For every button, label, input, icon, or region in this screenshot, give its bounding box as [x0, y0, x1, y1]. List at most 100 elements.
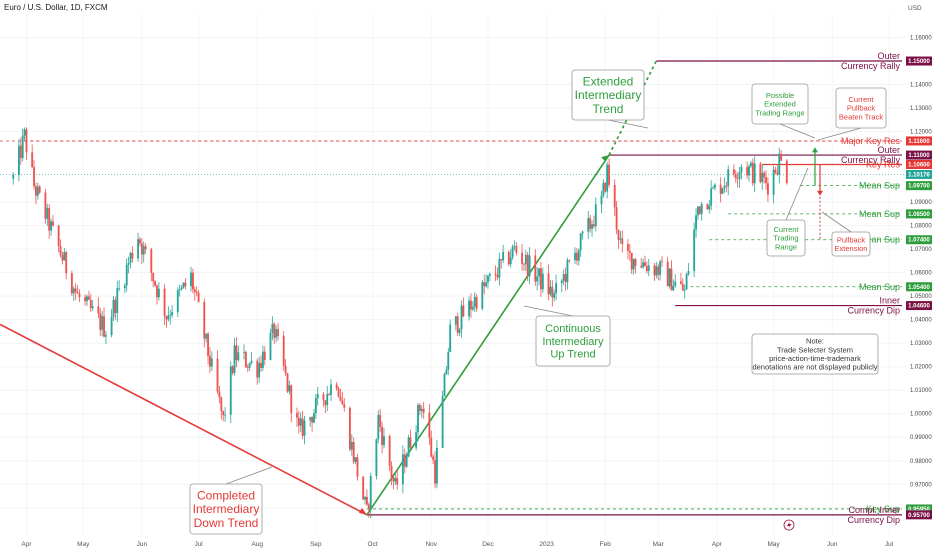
candle-body [224, 414, 227, 416]
candle-body [560, 280, 563, 284]
candle [207, 332, 209, 365]
candle [74, 283, 77, 300]
candle-body [21, 135, 24, 159]
candle [277, 322, 279, 341]
candle-body [369, 476, 372, 510]
price-tag-bg [906, 235, 932, 245]
candle [222, 410, 225, 422]
range-arrowhead [812, 147, 818, 153]
candle [562, 269, 565, 286]
candle [114, 296, 117, 320]
candle [341, 391, 344, 405]
candle-body [653, 265, 656, 276]
candle [324, 399, 327, 414]
candle [246, 364, 249, 373]
candle [698, 206, 701, 215]
candle-body [142, 246, 145, 255]
candle [475, 293, 478, 312]
currency-label: USD [908, 5, 922, 12]
candle-body [564, 274, 567, 283]
candle [721, 187, 724, 195]
candle [125, 258, 128, 292]
candle-body [471, 306, 474, 310]
candle [751, 158, 754, 187]
candle-body [364, 496, 366, 500]
candle-body [286, 373, 289, 392]
candle-body [52, 221, 54, 226]
candle-body [594, 204, 597, 227]
candle [313, 408, 315, 424]
candle-body [46, 208, 49, 219]
candle [589, 214, 592, 233]
candle [103, 307, 105, 338]
candle-body [150, 249, 153, 273]
candle [785, 158, 788, 185]
candle-body [589, 218, 592, 229]
candle [778, 147, 781, 184]
candle [140, 238, 143, 264]
candle-body [180, 287, 183, 290]
candle [123, 282, 126, 294]
candle [502, 244, 505, 264]
candle [738, 166, 741, 189]
candle [568, 259, 571, 263]
price-tag-bg [906, 150, 932, 160]
candle [152, 272, 155, 288]
candle [409, 429, 412, 450]
candle [339, 388, 342, 402]
candle [50, 218, 53, 236]
candle-body [659, 261, 662, 275]
annotation-pointer [779, 123, 816, 139]
candle-body [193, 289, 196, 293]
candle-body [341, 400, 344, 405]
candle [460, 300, 463, 338]
candle-body [152, 272, 155, 282]
candle [634, 257, 637, 274]
candle-body [328, 394, 331, 395]
candle [250, 352, 253, 365]
candle [193, 286, 196, 301]
level-label-bottom: Currency Rally [841, 61, 901, 71]
candle [454, 315, 457, 331]
candle [31, 144, 34, 169]
candle [420, 405, 423, 418]
candle-body [785, 160, 788, 183]
candle [65, 250, 68, 280]
x-tick-label: Apr [21, 541, 32, 548]
candle-body [473, 296, 476, 307]
price-tag: 1.07400 [906, 235, 932, 245]
candle [229, 361, 232, 424]
candle [700, 201, 703, 221]
candle [328, 392, 331, 396]
candle-body [392, 477, 395, 482]
y-tick-label: 1.01000 [910, 388, 932, 394]
annotation-text: Intermediary [575, 88, 642, 102]
event-icon [783, 519, 795, 531]
candle-body [683, 289, 686, 291]
annotation-text: Trading [773, 234, 798, 243]
candle-body [311, 417, 314, 423]
y-tick-label: 1.02000 [910, 365, 932, 371]
candle-body [456, 316, 459, 333]
price-tag: 1.11000 [906, 150, 932, 160]
last-price-tag: 1.10176 [906, 169, 932, 179]
x-tick-label: Feb [600, 541, 612, 548]
candle [89, 293, 92, 312]
candle [428, 403, 431, 445]
annotation-text: Extension [835, 244, 868, 253]
candle [712, 185, 715, 190]
candle [642, 258, 645, 269]
candle [182, 282, 185, 289]
candle [415, 425, 418, 451]
annotation-text: Intermediary [542, 336, 604, 348]
annotations: ExtendedIntermediaryTrendContinuousInter… [189, 69, 887, 535]
candle-body [377, 414, 380, 440]
candle-body [513, 246, 516, 247]
candle [640, 258, 643, 269]
candle-body [301, 418, 304, 436]
candle [17, 139, 20, 182]
candle [592, 215, 595, 229]
candle-body [86, 296, 88, 302]
